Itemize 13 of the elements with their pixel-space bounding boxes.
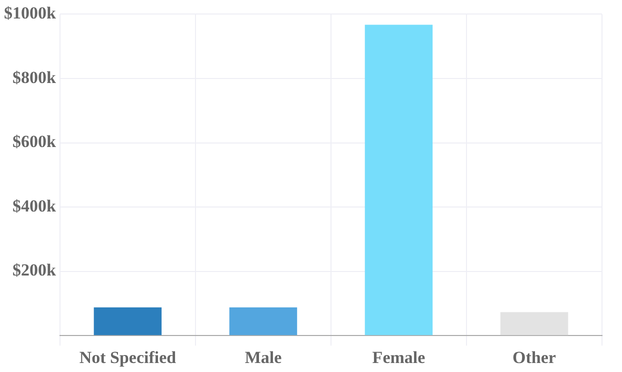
x-tick-label: Male [244,348,282,368]
bar [364,24,433,336]
bar [229,307,298,336]
x-tick-label: Other [512,348,556,368]
y-tick-label: $600k [12,132,56,152]
bar [94,307,162,336]
y-tick-label: $400k [12,196,56,216]
bar [500,312,568,336]
y-tick-label: $200k [12,260,56,280]
y-tick-label: $800k [12,68,56,87]
y-tick-label: $1000k [4,4,56,23]
x-tick-label: Not Specified [79,348,177,368]
x-tick-label: Female [372,348,426,368]
